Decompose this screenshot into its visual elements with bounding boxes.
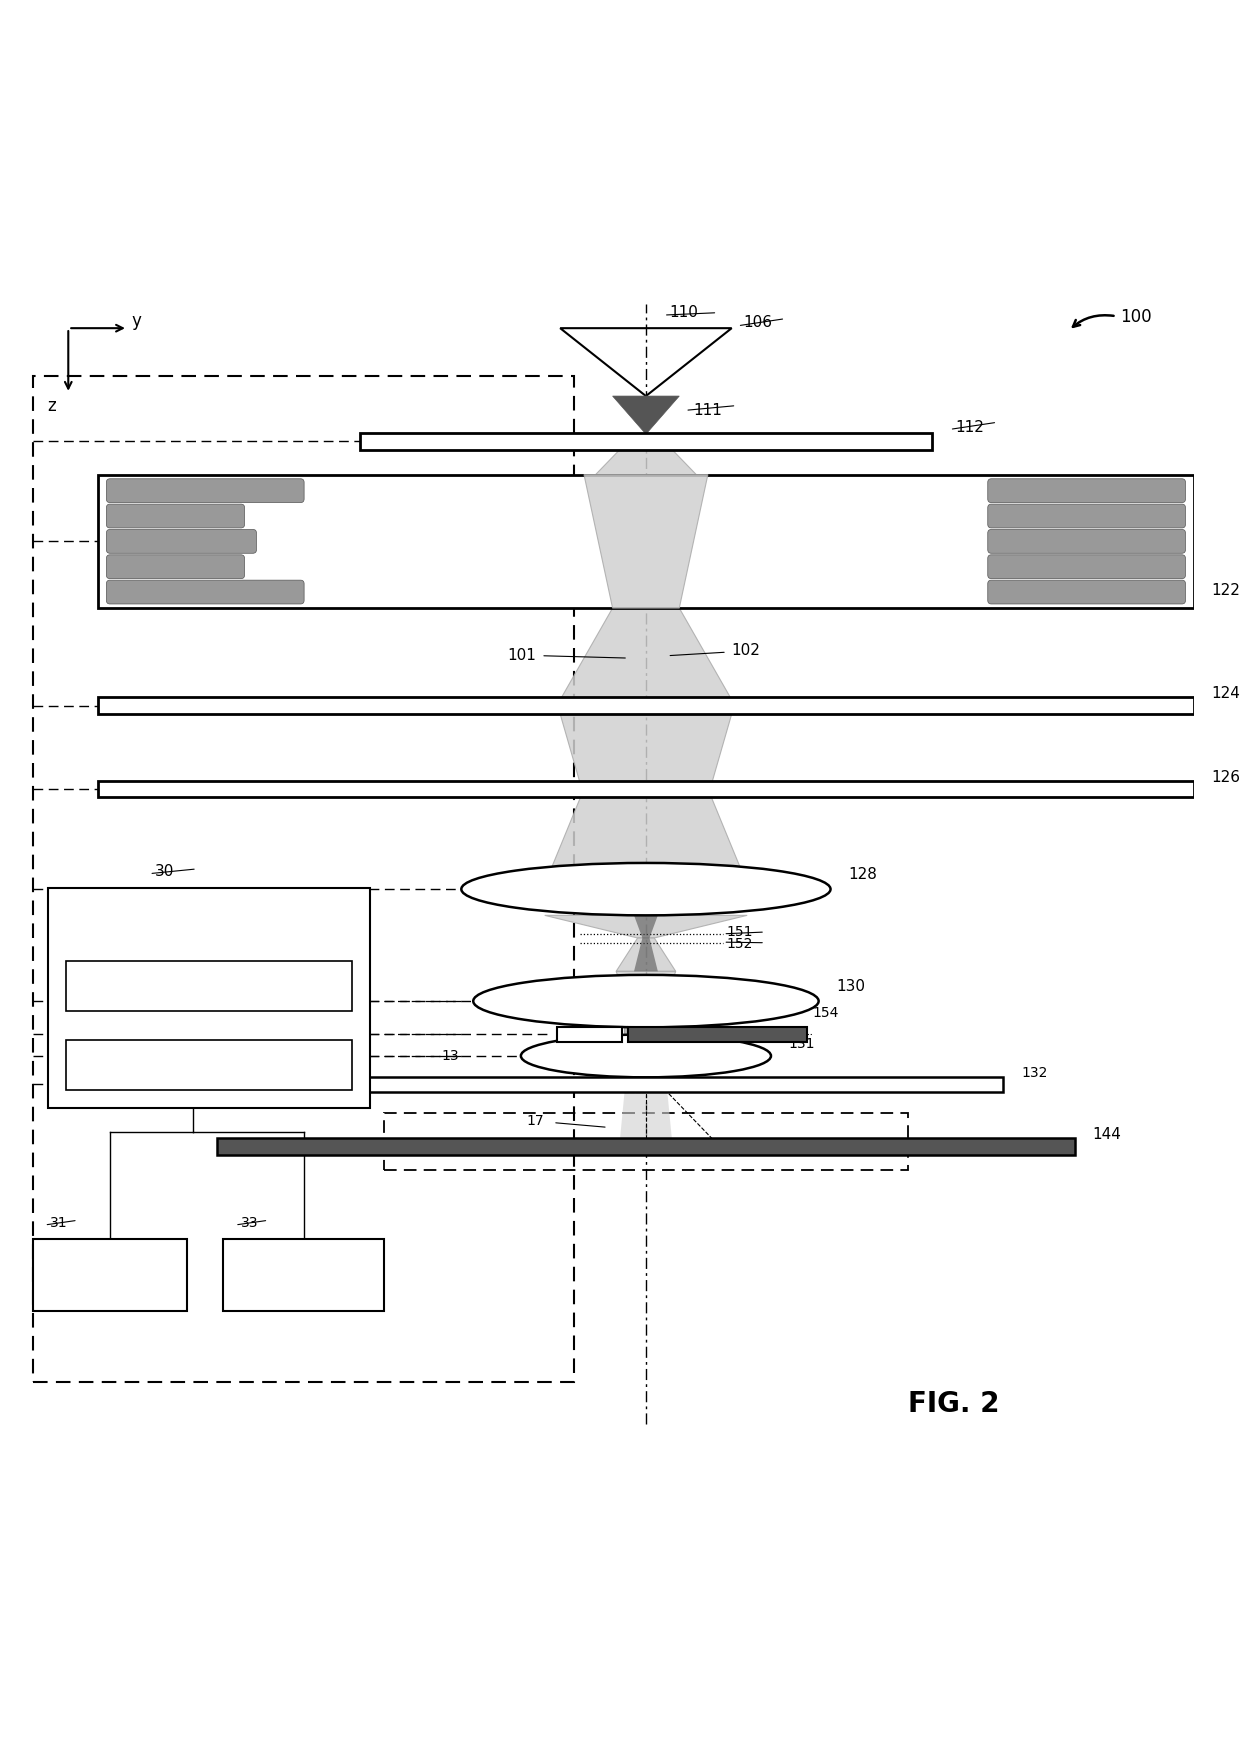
FancyBboxPatch shape (988, 478, 1185, 503)
Text: 152: 152 (727, 937, 753, 951)
Bar (360, 432, 931, 450)
FancyBboxPatch shape (107, 505, 244, 527)
Text: 30: 30 (155, 864, 175, 878)
Ellipse shape (521, 1034, 771, 1078)
Polygon shape (560, 609, 732, 700)
Bar (98, 697, 1194, 714)
Text: Memory 34: Memory 34 (170, 979, 248, 993)
Polygon shape (613, 397, 680, 434)
Text: FIG. 2: FIG. 2 (908, 1390, 999, 1418)
Bar (557, 1027, 622, 1041)
FancyBboxPatch shape (988, 529, 1185, 554)
Bar (66, 961, 352, 1011)
Text: 111: 111 (693, 402, 723, 418)
Text: 124: 124 (1211, 686, 1240, 702)
FancyBboxPatch shape (107, 529, 257, 554)
Text: 130: 130 (837, 979, 866, 995)
Text: y: y (131, 312, 141, 330)
Ellipse shape (461, 863, 831, 916)
FancyBboxPatch shape (988, 580, 1185, 603)
Text: 101: 101 (507, 647, 537, 663)
Bar (98, 781, 1194, 797)
FancyBboxPatch shape (988, 556, 1185, 579)
FancyBboxPatch shape (107, 556, 244, 579)
Text: User input: User input (268, 1256, 340, 1270)
Text: 132: 132 (1021, 1065, 1048, 1080)
Text: 110: 110 (670, 305, 698, 321)
Text: device: device (280, 1281, 326, 1295)
Bar (32, 1240, 187, 1311)
Polygon shape (584, 475, 708, 609)
Polygon shape (544, 797, 748, 884)
Text: 122: 122 (1211, 582, 1240, 598)
Polygon shape (634, 938, 658, 972)
Text: Display: Display (84, 1268, 135, 1282)
Bar (629, 1027, 807, 1041)
Polygon shape (560, 714, 732, 785)
Text: 100: 100 (1120, 309, 1152, 326)
Polygon shape (625, 1027, 667, 1055)
Text: 14: 14 (658, 1053, 676, 1067)
Text: 112: 112 (956, 420, 985, 434)
Polygon shape (616, 972, 676, 995)
Polygon shape (616, 938, 676, 972)
Bar (98, 475, 1194, 609)
Bar (289, 1076, 1003, 1092)
Text: 33: 33 (241, 1215, 258, 1230)
Text: 154: 154 (812, 1005, 839, 1020)
Bar (66, 1041, 352, 1090)
Bar (48, 887, 370, 1108)
Text: 126: 126 (1211, 769, 1240, 785)
Text: 106: 106 (744, 314, 773, 330)
Text: 128: 128 (848, 868, 877, 882)
Bar (217, 1138, 1075, 1155)
Text: 144: 144 (1092, 1127, 1121, 1141)
Text: 13: 13 (441, 1050, 459, 1064)
FancyBboxPatch shape (107, 478, 304, 503)
Bar (223, 1240, 384, 1311)
Polygon shape (544, 916, 748, 938)
Text: 102: 102 (732, 644, 760, 658)
FancyBboxPatch shape (107, 580, 304, 603)
Text: 131: 131 (789, 1037, 816, 1051)
Ellipse shape (474, 975, 818, 1027)
Text: z: z (47, 397, 56, 415)
Text: 31: 31 (51, 1215, 68, 1230)
Text: 151: 151 (727, 924, 754, 938)
Text: Processor 35: Processor 35 (165, 1058, 253, 1073)
Text: Controller: Controller (171, 901, 247, 917)
Polygon shape (620, 1092, 672, 1141)
FancyBboxPatch shape (988, 505, 1185, 527)
Polygon shape (634, 916, 658, 938)
Text: 17: 17 (527, 1115, 544, 1129)
Polygon shape (584, 450, 708, 487)
